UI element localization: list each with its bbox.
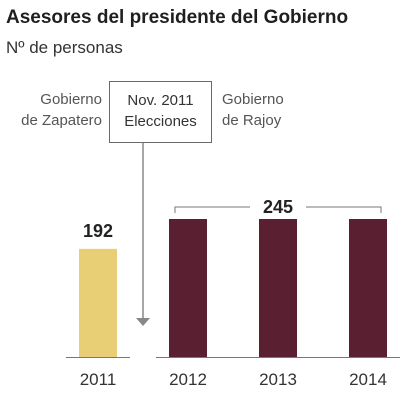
event-arrow-head	[136, 318, 150, 326]
event-label-name: Elecciones	[124, 113, 197, 130]
bar-2012	[169, 219, 207, 357]
chart-subtitle: Nº de personas	[6, 38, 123, 57]
event-label-date: Nov. 2011	[127, 92, 194, 109]
x-tick-label-2013: 2013	[259, 370, 297, 389]
group-bracket-label: 245	[263, 197, 293, 217]
x-tick-label-2014: 2014	[349, 370, 387, 389]
zapatero-label-line-2: de Zapatero	[21, 112, 102, 129]
data-label-2011: 192	[83, 221, 113, 241]
bar-2014	[349, 219, 387, 357]
chart-title: Asesores del presidente del Gobierno	[6, 7, 349, 28]
group-bracket	[174, 206, 382, 213]
x-tick-label-2011: 2011	[80, 370, 117, 389]
election-event-box: Nov. 2011 Elecciones	[109, 81, 212, 143]
bar-2011	[79, 248, 117, 357]
zapatero-government-label: Gobierno de Zapatero	[21, 89, 102, 131]
rajoy-label-line-1: Gobierno	[222, 91, 284, 108]
bar-2013	[259, 219, 297, 357]
rajoy-government-label: Gobierno de Rajoy	[222, 89, 284, 131]
zapatero-label-line-1: Gobierno	[40, 91, 102, 108]
x-tick-label-2012: 2012	[169, 370, 207, 389]
rajoy-label-line-2: de Rajoy	[222, 112, 282, 129]
